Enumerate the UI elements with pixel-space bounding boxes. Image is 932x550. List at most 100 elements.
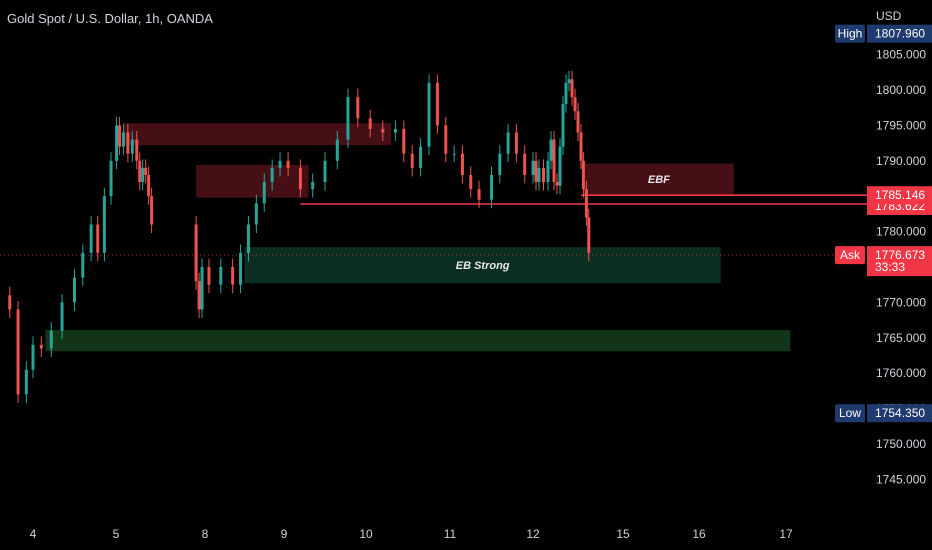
zone-2[interactable] [584, 163, 734, 195]
candle-38[interactable] [311, 182, 315, 190]
y-tick-12: 1805.000 [876, 48, 926, 62]
candle-43[interactable] [368, 118, 372, 129]
candle-41[interactable] [346, 97, 350, 140]
candle-22[interactable] [147, 174, 151, 197]
candle-32[interactable] [254, 203, 258, 225]
candle-20[interactable] [141, 167, 145, 183]
candle-4[interactable] [39, 344, 43, 349]
candle-62[interactable] [534, 160, 538, 183]
candle-63[interactable] [537, 167, 541, 183]
candle-25[interactable] [197, 281, 201, 310]
candle-37[interactable] [298, 167, 302, 190]
x-tick-6: 12 [526, 527, 540, 541]
candle-51[interactable] [444, 125, 448, 154]
x-tick-1: 5 [113, 527, 120, 541]
candle-50[interactable] [435, 82, 439, 126]
candle-74[interactable] [573, 97, 577, 112]
low-label-value-bg [867, 404, 932, 423]
candle-1[interactable] [16, 309, 20, 395]
candle-8[interactable] [81, 252, 85, 278]
candle-76[interactable] [579, 132, 583, 161]
candle-17[interactable] [130, 139, 134, 154]
zone-4[interactable] [45, 330, 791, 352]
candle-70[interactable] [561, 104, 565, 147]
candle-21[interactable] [144, 167, 148, 175]
candle-5[interactable] [49, 330, 53, 349]
candle-61[interactable] [531, 160, 535, 175]
candle-24[interactable] [194, 224, 198, 282]
candle-64[interactable] [542, 167, 545, 183]
candle-15[interactable] [121, 132, 125, 147]
candle-66[interactable] [549, 139, 553, 161]
candle-69[interactable] [558, 146, 562, 186]
candle-2[interactable] [24, 369, 28, 395]
candle-29[interactable] [231, 267, 235, 285]
candle-42[interactable] [356, 97, 360, 119]
candle-65[interactable] [546, 160, 550, 183]
candle-6[interactable] [60, 302, 64, 331]
x-tick-2: 8 [202, 527, 209, 541]
candle-52[interactable] [452, 153, 456, 155]
candle-79[interactable] [587, 217, 591, 253]
candle-0[interactable] [8, 295, 12, 310]
candle-68[interactable] [555, 182, 559, 186]
y-tick-3: 1760.000 [876, 366, 926, 380]
currency-label: USD [876, 9, 902, 23]
x-tick-8: 16 [692, 527, 706, 541]
candle-56[interactable] [490, 174, 493, 200]
candle-46[interactable] [402, 128, 406, 154]
candle-75[interactable] [576, 111, 580, 133]
candle-55[interactable] [477, 189, 481, 200]
candle-44[interactable] [381, 128, 385, 133]
candle-49[interactable] [427, 82, 431, 147]
candle-27[interactable] [207, 267, 211, 285]
candle-54[interactable] [469, 174, 473, 190]
candle-47[interactable] [410, 153, 414, 168]
candle-7[interactable] [73, 277, 76, 303]
candle-28[interactable] [219, 267, 223, 285]
candle-16[interactable] [126, 132, 130, 154]
candle-13[interactable] [115, 125, 119, 161]
candle-9[interactable] [89, 224, 93, 253]
candle-78[interactable] [584, 189, 588, 218]
candle-71[interactable] [564, 82, 568, 105]
y-tick-5: 1770.000 [876, 295, 926, 309]
candle-53[interactable] [460, 153, 464, 175]
zone-1[interactable] [196, 165, 309, 198]
candle-3[interactable] [31, 344, 35, 370]
candle-34[interactable] [270, 167, 274, 183]
candle-35[interactable] [278, 160, 282, 168]
candle-33[interactable] [262, 182, 266, 204]
candle-72[interactable] [567, 79, 571, 83]
candle-10[interactable] [96, 224, 100, 253]
zone-0[interactable] [123, 123, 392, 146]
candle-30[interactable] [239, 252, 243, 285]
candle-45[interactable] [393, 128, 397, 133]
y-tick-0: 1745.000 [876, 472, 926, 486]
candle-14[interactable] [118, 125, 122, 147]
ask-label-countdown: 33:33 [875, 260, 905, 274]
candle-67[interactable] [552, 139, 556, 183]
candle-48[interactable] [419, 146, 423, 168]
candle-31[interactable] [246, 224, 250, 253]
candle-26[interactable] [200, 267, 204, 310]
x-tick-9: 17 [779, 527, 793, 541]
candle-77[interactable] [581, 160, 585, 190]
candle-36[interactable] [286, 160, 290, 168]
candle-12[interactable] [109, 160, 113, 197]
candle-19[interactable] [138, 160, 142, 183]
candle-58[interactable] [506, 132, 510, 154]
symbol-title: Gold Spot / U.S. Dollar, 1h, OANDA [7, 11, 213, 26]
candle-73[interactable] [570, 79, 574, 98]
x-tick-0: 4 [30, 527, 37, 541]
candle-11[interactable] [102, 196, 106, 253]
zone-3[interactable] [244, 247, 721, 284]
candle-40[interactable] [335, 139, 339, 161]
candle-60[interactable] [523, 153, 527, 175]
candle-39[interactable] [323, 160, 327, 183]
candle-59[interactable] [514, 132, 518, 154]
candle-18[interactable] [135, 139, 139, 161]
candle-57[interactable] [498, 153, 502, 175]
candle-23[interactable] [150, 196, 154, 225]
